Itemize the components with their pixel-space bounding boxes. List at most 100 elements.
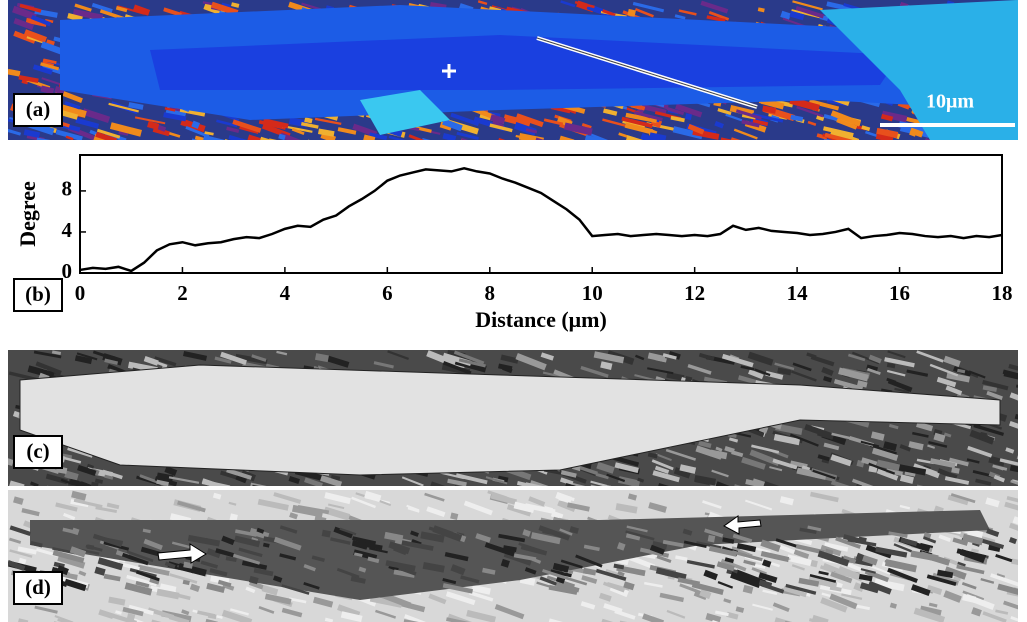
grain [847, 538, 877, 547]
grain [731, 550, 763, 562]
panel-label: (a) [26, 97, 51, 121]
grain [799, 527, 817, 534]
grain [221, 535, 235, 546]
grain [408, 134, 424, 140]
grain [74, 3, 92, 12]
grain [214, 356, 232, 364]
grain [796, 467, 827, 480]
grain [485, 476, 508, 485]
grain [121, 552, 149, 566]
grain [540, 352, 554, 361]
grain [326, 355, 350, 368]
grain [182, 579, 190, 586]
grain [634, 354, 645, 361]
grain [304, 117, 313, 124]
grain [600, 361, 613, 370]
grain [1009, 392, 1018, 407]
grain [221, 609, 253, 622]
grain [548, 618, 569, 622]
grain [824, 542, 849, 552]
grain [276, 350, 288, 356]
grain [40, 62, 60, 71]
grain [874, 578, 905, 592]
grain [625, 530, 655, 541]
grain [678, 9, 697, 16]
grain [241, 560, 268, 570]
grain [256, 527, 265, 534]
grain [716, 561, 735, 572]
grain-band [19, 364, 1001, 476]
grain [715, 481, 743, 486]
grain [908, 441, 924, 451]
grain [926, 584, 943, 595]
grain [884, 357, 915, 368]
grain [557, 499, 577, 513]
grain [132, 4, 151, 16]
grain [235, 353, 268, 365]
grain [163, 7, 182, 17]
grain [339, 527, 357, 536]
grain [714, 120, 724, 129]
grain [494, 604, 525, 620]
grain [810, 355, 835, 367]
grain [71, 490, 87, 501]
grain [115, 6, 128, 13]
grain [655, 453, 672, 462]
grain [27, 365, 57, 380]
grain [147, 607, 175, 620]
grain [226, 126, 240, 134]
grain [77, 464, 97, 476]
grain [492, 120, 505, 128]
grain [401, 476, 424, 486]
grain [823, 375, 833, 383]
grain [869, 444, 897, 455]
grain [724, 557, 735, 564]
grain [820, 597, 848, 613]
grain [273, 575, 283, 583]
grain [821, 366, 834, 376]
grain [723, 598, 732, 604]
grain [923, 536, 937, 544]
grain [899, 474, 914, 484]
grain [698, 352, 715, 361]
grain [456, 131, 479, 140]
grain [264, 593, 292, 605]
grain [830, 129, 860, 140]
grain [384, 531, 404, 542]
grain [876, 468, 899, 481]
grain [212, 492, 222, 500]
grain [18, 75, 39, 84]
grain [772, 458, 798, 470]
y-axis-label: Degree [15, 181, 40, 247]
grain [466, 609, 497, 622]
x-tick-label: 0 [75, 281, 86, 305]
cross-marker [442, 64, 456, 78]
grain [857, 380, 868, 388]
grain [281, 607, 303, 618]
grain [602, 9, 616, 17]
grain [703, 569, 718, 581]
grain [829, 593, 858, 610]
grain [652, 470, 680, 483]
grain [735, 606, 745, 613]
grain [91, 2, 113, 13]
grain [52, 549, 85, 564]
grain [948, 457, 969, 467]
grain [639, 547, 670, 558]
grain [625, 112, 658, 123]
grain [407, 507, 420, 513]
grain [706, 15, 726, 23]
grain [651, 459, 674, 471]
grain [751, 113, 784, 123]
grain [169, 573, 198, 584]
grain [216, 119, 238, 128]
grain [708, 545, 738, 557]
grain [1010, 616, 1018, 622]
grain [988, 455, 1006, 467]
grain [817, 550, 850, 567]
grain [1006, 495, 1018, 507]
grain [442, 577, 457, 585]
grain [279, 525, 298, 534]
grain [894, 387, 910, 394]
grain [950, 493, 976, 504]
